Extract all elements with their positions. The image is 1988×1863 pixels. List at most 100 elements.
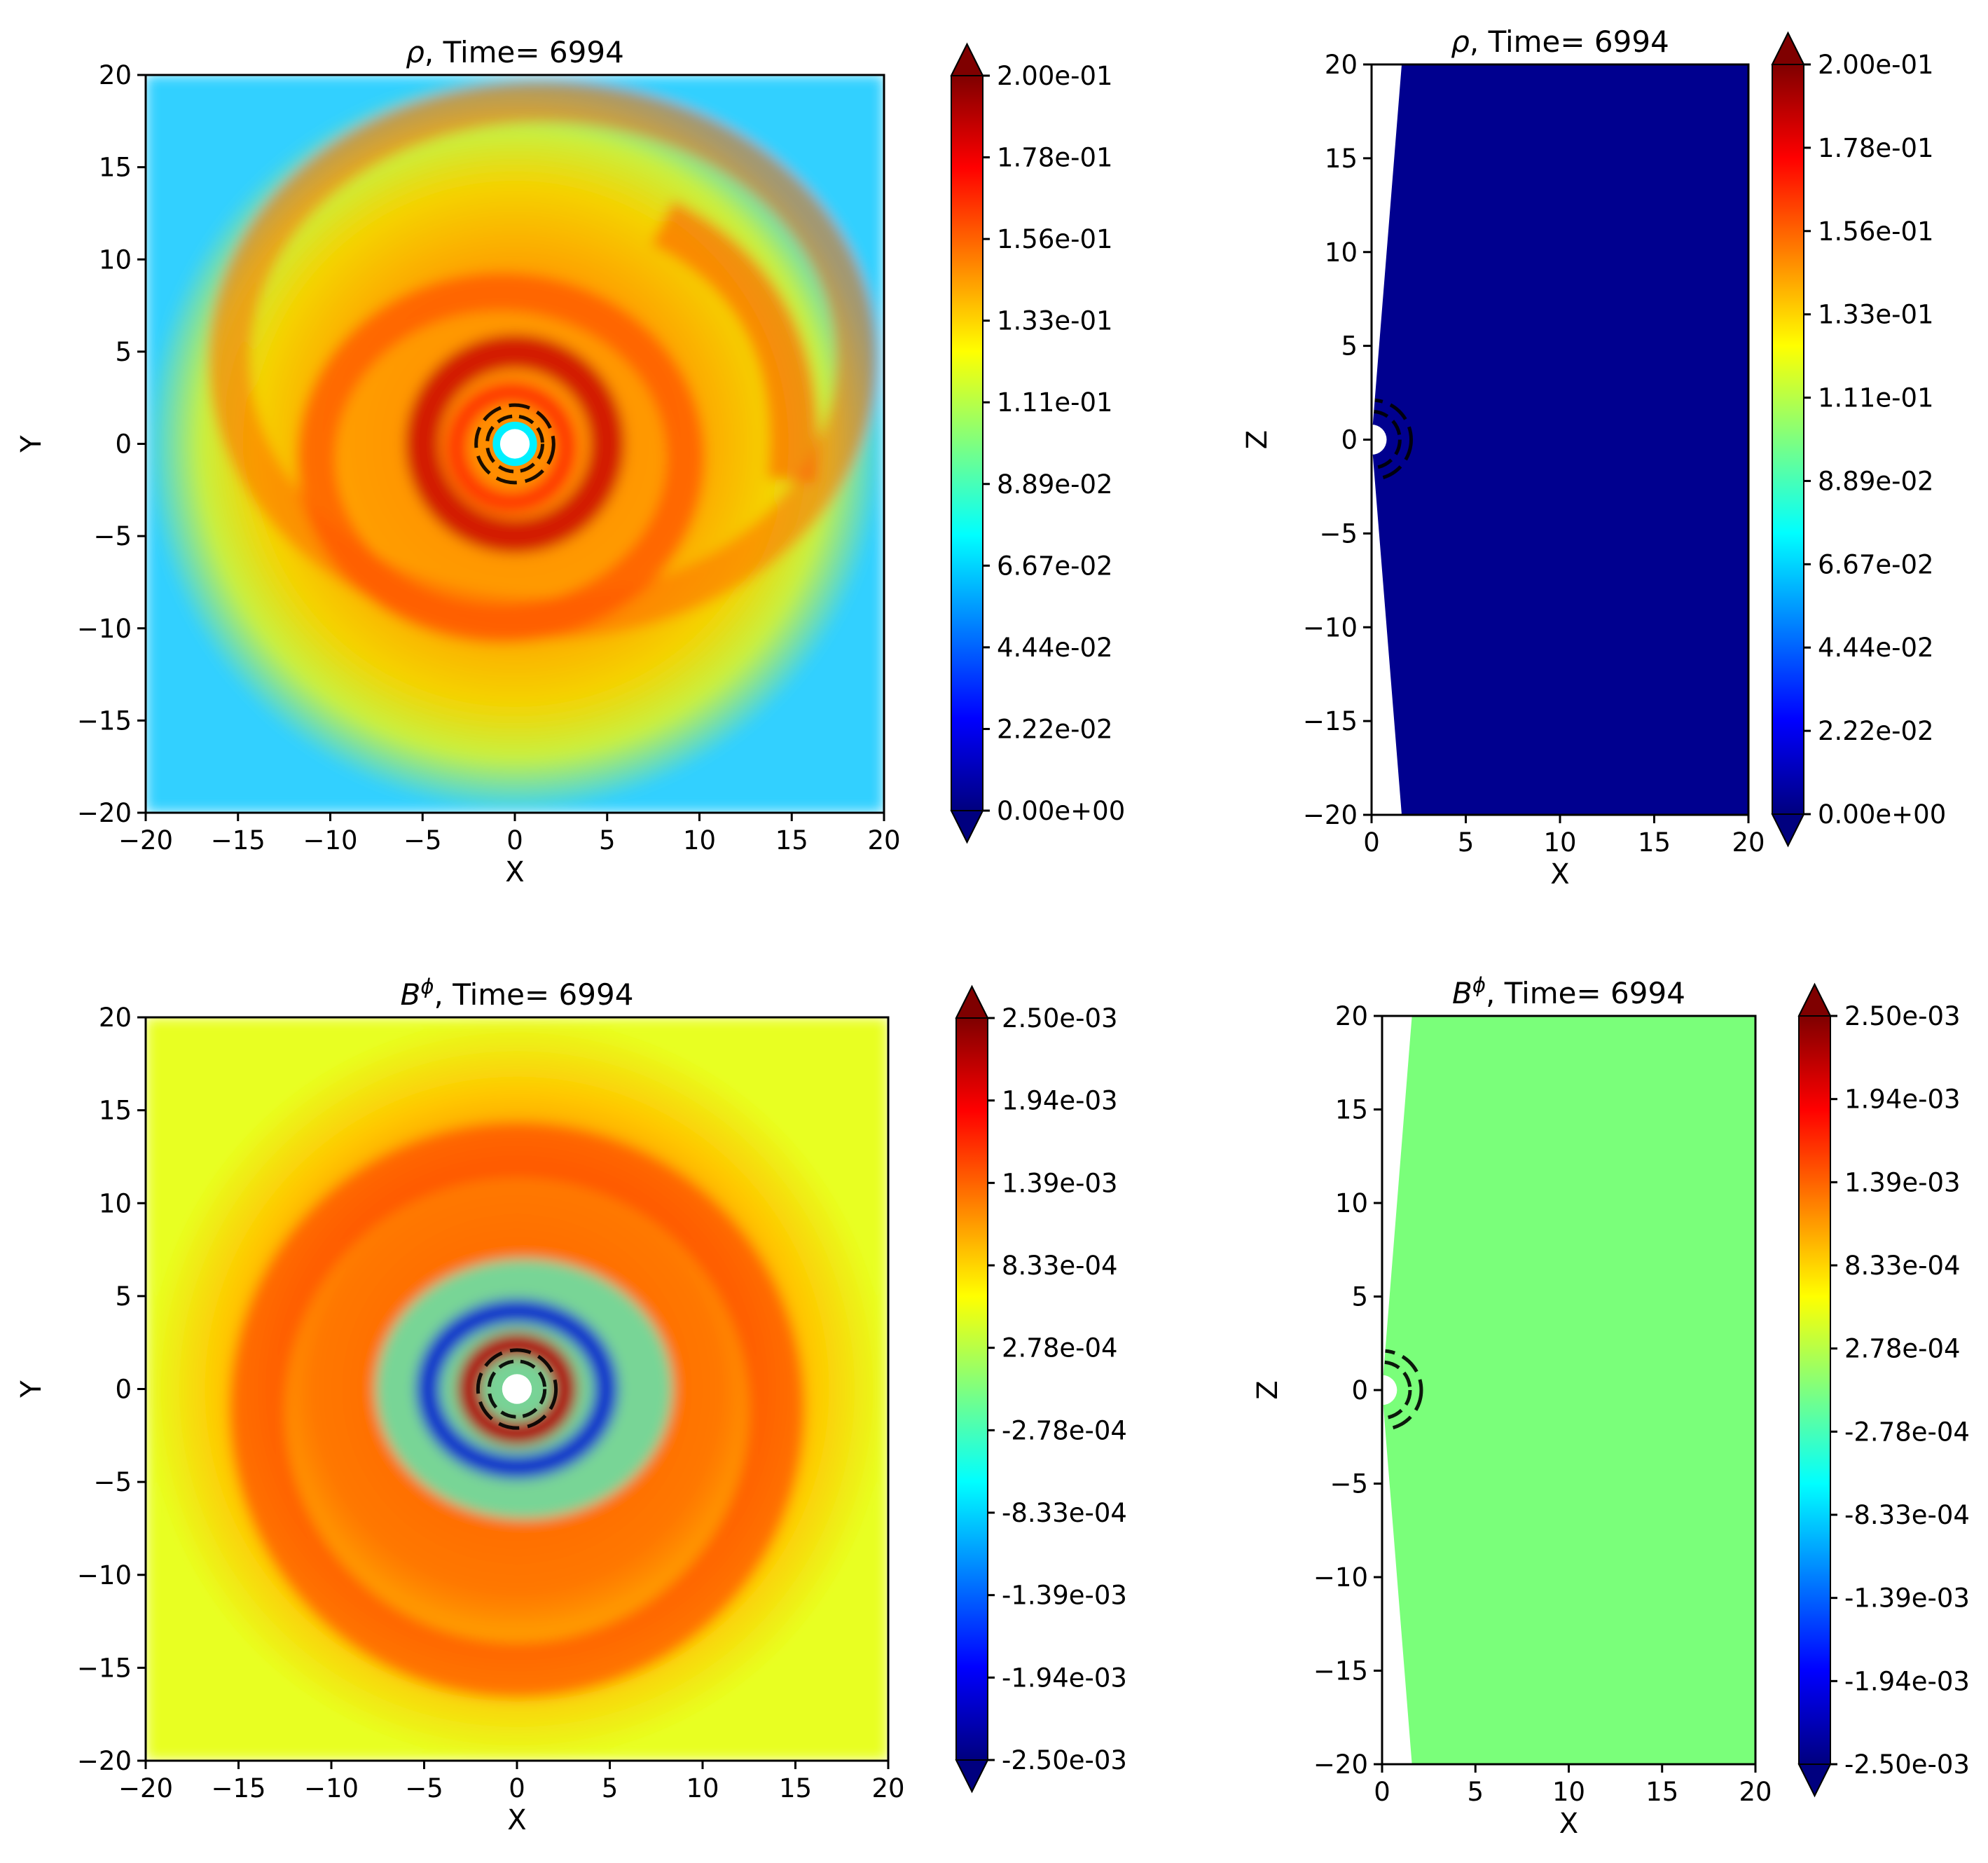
rho-xz-xlabel: X xyxy=(1550,858,1569,891)
bphi-xy-ytick-label: 5 xyxy=(115,1281,132,1312)
bphi-xz-colorbar-tick-label: 8.33e-04 xyxy=(1844,1251,1961,1281)
rho-xy-field xyxy=(146,75,884,813)
rho-xy-colorbar-tick-label: 6.67e-02 xyxy=(997,551,1113,581)
bphi-xy-xtick-label: 0 xyxy=(509,1773,525,1803)
bphi-xz-colorbar-tick-label: -1.94e-03 xyxy=(1844,1666,1970,1696)
bphi-xz-field xyxy=(1382,1016,1755,1764)
bphi-xy-colorbar-tick-label: -2.50e-03 xyxy=(1002,1745,1127,1775)
bphi-xy-xtick-label: 15 xyxy=(779,1773,812,1803)
bphi-xy-xtick-label: −15 xyxy=(211,1773,265,1803)
bphi-xz-ytick-label: 5 xyxy=(1351,1282,1368,1312)
rho-xz-ytick-label: −5 xyxy=(1319,518,1358,549)
rho-xy-ytick-label: 10 xyxy=(99,245,132,275)
rho-xy-xtick-label: 5 xyxy=(599,825,616,855)
rho-xz-colorbar-tick-label: 1.56e-01 xyxy=(1818,216,1934,247)
panel-rho-xz: ρ, Time= 6994 0 5 10 15 20 −20 −15 −10 −5 0 5 10 15 20… xyxy=(1241,25,1946,891)
bphi-xy-ytick-label: 10 xyxy=(99,1188,132,1218)
rho-xz-xtick-label: 15 xyxy=(1638,827,1671,858)
bphi-xy-colorbar-extend-min xyxy=(955,1759,989,1794)
panel-rho-xy: ρ, Time= 6994 −20 −15 −10 −5 0 5 10 15 20 −20 −15 −1… xyxy=(15,35,1125,888)
rho-xy-ytick-label: 0 xyxy=(115,429,132,460)
rho-xz-colorbar-tick-label: 4.44e-02 xyxy=(1818,633,1934,663)
rho-xz-colorbar-extend-min xyxy=(1771,813,1805,848)
bphi-xy-colorbar-tick-label: -1.39e-03 xyxy=(1002,1581,1127,1611)
bphi-xy-xtick-label: −5 xyxy=(405,1773,443,1803)
rho-xz-colorbar-tick-label: 1.33e-01 xyxy=(1818,300,1934,330)
rho-xz-colorbar-tick-label: 2.22e-02 xyxy=(1818,716,1934,746)
rho-xy-ytick-label: 20 xyxy=(99,60,132,90)
bphi-xz-ytick-label: −10 xyxy=(1313,1562,1368,1593)
rho-xz-colorbar: 0.00e+00 2.22e-02 4.44e-02 6.67e-02 8.89e-02… xyxy=(1771,31,1946,848)
bphi-xy-xtick-label: 10 xyxy=(686,1773,719,1803)
bphi-xy-xtick-label: 20 xyxy=(871,1773,904,1803)
bphi-xz-colorbar-tick-label: -1.39e-03 xyxy=(1844,1583,1970,1614)
bphi-xy-colorbar-tick-label: 8.33e-04 xyxy=(1002,1251,1118,1281)
rho-xy-xtick-label: 10 xyxy=(683,825,716,855)
rho-xz-title-symbol: ρ xyxy=(1451,25,1470,59)
bphi-xy-ytick-label: 15 xyxy=(99,1096,132,1126)
bphi-xy-ytick-label: 20 xyxy=(99,1003,132,1033)
bphi-xy-colorbar-tick-label: -8.33e-04 xyxy=(1002,1498,1127,1528)
rho-xy-title-symbol: ρ xyxy=(406,35,424,69)
bphi-xy-ytick-label: 0 xyxy=(115,1375,132,1405)
rho-xy-title-rest: , Time= 6994 xyxy=(424,35,624,69)
rho-xy-ytick-label: −5 xyxy=(93,521,132,551)
rho-xy-xtick-label: 0 xyxy=(506,825,523,855)
bphi-xz-ytick-label: −20 xyxy=(1313,1749,1368,1780)
bphi-xz-colorbar-tick-label: -8.33e-04 xyxy=(1844,1500,1970,1530)
rho-xy-xtick-label: −15 xyxy=(211,825,265,855)
rho-xy-colorbar-tick-label: 1.56e-01 xyxy=(997,224,1113,254)
rho-xy-colorbar-tick-label: 0.00e+00 xyxy=(997,796,1125,826)
bphi-xy-colorbar-tick-label: 1.39e-03 xyxy=(1002,1168,1118,1198)
bphi-xz-title: Bϕ, Time= 6994 xyxy=(1452,973,1685,1010)
rho-xy-colorbar-tick-label: 4.44e-02 xyxy=(997,633,1113,663)
rho-xz-colorbar-tick-label: 6.67e-02 xyxy=(1818,549,1934,579)
bphi-xy-ylabel: Y xyxy=(15,1380,48,1398)
bphi-xy-colorbar-tick-label: 1.94e-03 xyxy=(1002,1086,1118,1116)
bphi-xy-colorbar-tick-label: -1.94e-03 xyxy=(1002,1663,1127,1693)
bphi-xy-xlabel: X xyxy=(507,1804,526,1836)
rho-xz-ytick-label: 5 xyxy=(1341,331,1358,362)
bphi-xy-colorbar-tick-label: -2.78e-04 xyxy=(1002,1415,1127,1445)
rho-xz-ytick-label: 10 xyxy=(1325,238,1358,268)
rho-xy-colorbar-body xyxy=(951,76,983,811)
rho-xy-title: ρ, Time= 6994 xyxy=(406,35,624,69)
rho-xy-colorbar-extend-min xyxy=(950,810,984,844)
rho-xy-ylabel: Y xyxy=(15,435,48,453)
bphi-xy-field xyxy=(146,1017,888,1761)
rho-xz-field xyxy=(1372,64,1748,815)
bphi-xz-ytick-label: 0 xyxy=(1351,1375,1368,1405)
rho-xy-ytick-label: −15 xyxy=(77,706,132,736)
rho-xy-colorbar-tick-label: 1.11e-01 xyxy=(997,387,1113,418)
bphi-xz-colorbar-extend-max xyxy=(1797,982,1832,1017)
rho-xz-colorbar-tick-label: 8.89e-02 xyxy=(1818,466,1934,496)
rho-xz-ytick-label: −10 xyxy=(1303,612,1358,642)
rho-xz-ytick-label: 20 xyxy=(1325,50,1358,80)
rho-xz-title: ρ, Time= 6994 xyxy=(1451,25,1669,59)
rho-xz-ytick-label: 0 xyxy=(1341,425,1358,455)
rho-xy-ytick-label: 5 xyxy=(115,337,132,367)
rho-xy-xtick-label: 20 xyxy=(867,825,900,855)
rho-xy-colorbar-tick-label: 2.00e-01 xyxy=(997,61,1113,91)
bphi-xy-ytick-label: −10 xyxy=(77,1560,132,1590)
bphi-xz-ytick-label: −15 xyxy=(1313,1656,1368,1686)
bphi-xz-colorbar-tick-label: 2.78e-04 xyxy=(1844,1334,1961,1364)
rho-xy-colorbar-extend-max xyxy=(950,42,984,76)
bphi-xz-ylabel: Z xyxy=(1252,1380,1284,1399)
bphi-xz-title-rest: , Time= 6994 xyxy=(1486,976,1685,1010)
rho-xz-colorbar-tick-label: 1.78e-01 xyxy=(1818,133,1934,163)
rho-xy-ytick-label: −10 xyxy=(77,614,132,644)
bphi-xz-colorbar-tick-label: 2.50e-03 xyxy=(1844,1001,1961,1031)
rho-xz-colorbar-tick-label: 2.00e-01 xyxy=(1818,50,1934,80)
panel-bphi-xz: Bϕ, Time= 6994 0 5 10 15 20 −20 −15 −10 −5 0 5 10 15 2… xyxy=(1252,973,1970,1840)
rho-xz-xtick-label: 0 xyxy=(1363,827,1380,858)
bphi-xz-ytick-label: 20 xyxy=(1335,1001,1368,1031)
bphi-xz-xtick-label: 10 xyxy=(1552,1777,1585,1807)
rho-xy-ytick-label: −20 xyxy=(77,798,132,828)
rho-xy-colorbar-tick-label: 8.89e-02 xyxy=(997,469,1113,500)
bphi-xy-ytick-label: −15 xyxy=(77,1653,132,1683)
bphi-xy-title-sup: ϕ xyxy=(420,975,434,998)
bphi-xz-title-sup: ϕ xyxy=(1472,973,1486,997)
bphi-xy-title-symbol: B xyxy=(401,977,421,1012)
